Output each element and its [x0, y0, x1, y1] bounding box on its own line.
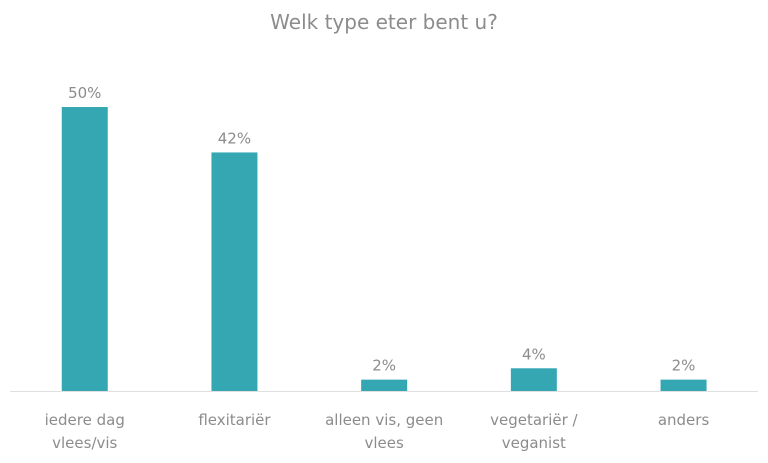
category-label: veganist — [502, 434, 566, 452]
data-label: 42% — [218, 129, 251, 147]
category-label: anders — [658, 411, 710, 429]
data-label: 4% — [522, 345, 546, 363]
bar — [211, 152, 258, 391]
category-label: vegetariër / — [490, 411, 578, 429]
data-label: 2% — [672, 357, 696, 375]
data-label: 2% — [372, 357, 396, 375]
chart-title: Welk type eter bent u? — [270, 10, 498, 34]
category-label: iedere dag — [45, 411, 125, 429]
data-label: 50% — [68, 84, 101, 102]
category-label: flexitariër — [198, 411, 271, 429]
bar — [61, 107, 108, 391]
bar — [510, 368, 557, 391]
category-label: vlees — [364, 434, 404, 452]
bar — [361, 379, 408, 391]
bar — [660, 379, 707, 391]
category-label: vlees/vis — [52, 434, 117, 452]
category-label: alleen vis, geen — [325, 411, 443, 429]
